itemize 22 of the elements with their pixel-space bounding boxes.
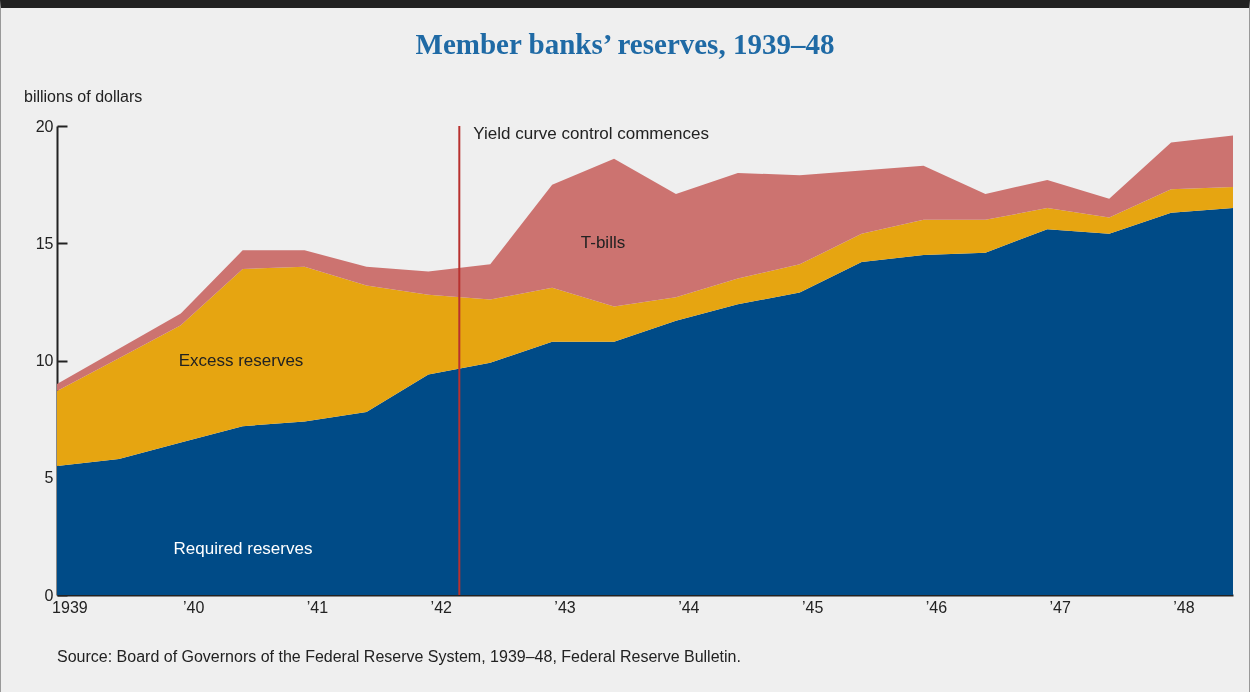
x-tick-label: ’48 bbox=[1173, 598, 1195, 616]
source-note: Source: Board of Governors of the Federal Reserve System, 1939–48, Federal Reserve Bulletin. bbox=[57, 648, 741, 666]
y-tick-label: 20 bbox=[35, 117, 54, 135]
x-tick-label: ’46 bbox=[925, 598, 948, 616]
y-tick-label: 5 bbox=[44, 469, 54, 487]
x-tick-label: ’41 bbox=[306, 598, 329, 616]
x-tick-label: ’43 bbox=[554, 598, 576, 616]
y-tick-label: 15 bbox=[35, 234, 54, 252]
x-tick-label: ’42 bbox=[430, 598, 453, 616]
ref-line-label: Yield curve control commences bbox=[473, 124, 709, 143]
series-label: T-bills bbox=[580, 233, 626, 252]
x-tick-label: ’47 bbox=[1049, 598, 1071, 616]
x-tick-label: ’44 bbox=[678, 598, 700, 616]
y-axis-title: billions of dollars bbox=[24, 88, 143, 106]
x-tick-label: 1939 bbox=[52, 598, 88, 616]
y-tick-label: 0 bbox=[44, 586, 54, 604]
series-label: Required reserves bbox=[173, 539, 313, 558]
x-tick-label: ’40 bbox=[182, 598, 205, 616]
y-tick-label: 10 bbox=[35, 352, 54, 369]
series-label: Excess reserves bbox=[178, 351, 304, 370]
chart-title: Member banks’ reserves, 1939–48 bbox=[414, 28, 836, 61]
x-tick-label: ’45 bbox=[801, 598, 824, 616]
